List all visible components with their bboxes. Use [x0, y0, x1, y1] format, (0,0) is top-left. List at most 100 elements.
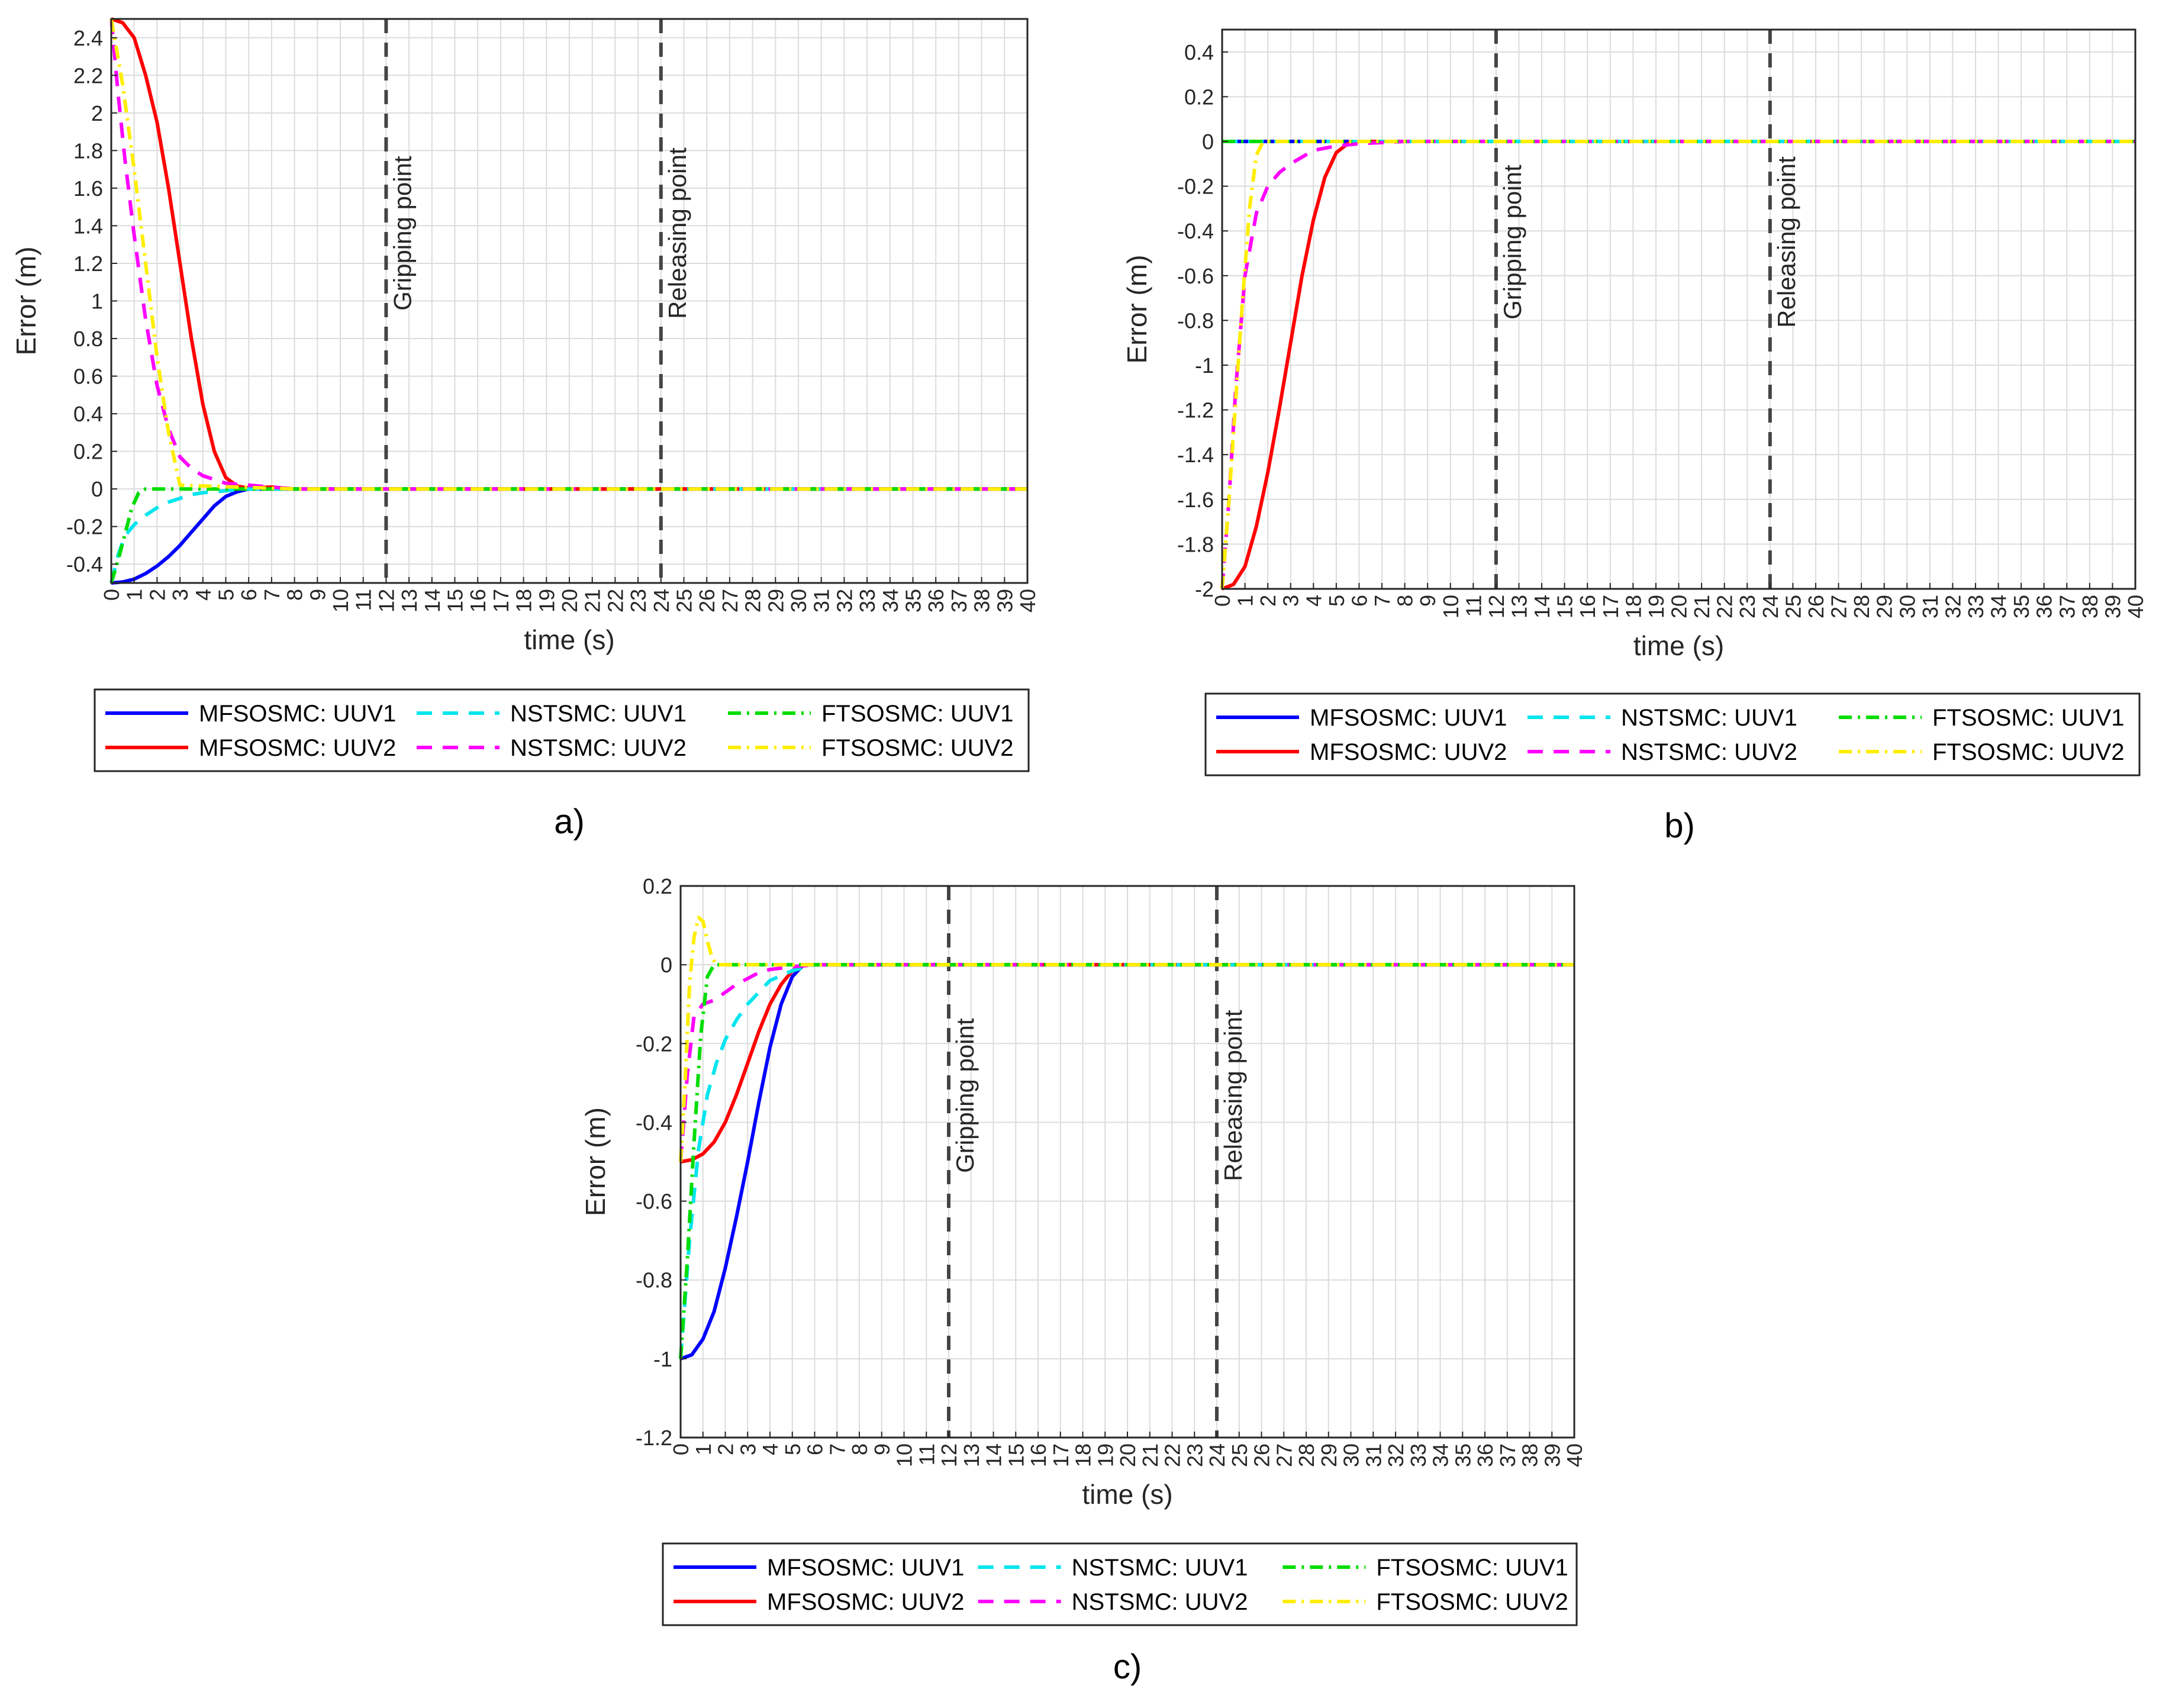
- x-tick-label: 0: [669, 1443, 693, 1455]
- y-tick-label: -1.4: [1177, 443, 1214, 467]
- x-tick-label: 1: [1233, 595, 1258, 607]
- x-tick-label: 33: [1406, 1443, 1430, 1467]
- x-tick-label: 7: [1370, 595, 1394, 607]
- tick-labels: 0123456789101112131415161718192021222324…: [636, 874, 1587, 1467]
- y-tick-label: 0.4: [73, 402, 103, 426]
- x-tick-label: 3: [168, 589, 192, 601]
- legend-entry: FTSOSMC: UUV1: [1932, 705, 2124, 731]
- x-tick-label: 34: [1429, 1443, 1453, 1467]
- x-tick-label: 0: [99, 589, 124, 601]
- x-tick-label: 12: [374, 589, 398, 613]
- event-label: Releasing point: [663, 147, 691, 319]
- x-tick-label: 40: [2123, 595, 2148, 618]
- x-tick-label: 34: [878, 589, 903, 613]
- legend-entry: MFSOSMC: UUV1: [767, 1555, 964, 1581]
- x-tick-label: 24: [1205, 1443, 1229, 1467]
- x-tick-label: 36: [2032, 595, 2057, 618]
- x-tick-label: 9: [870, 1443, 894, 1455]
- x-tick-label: 23: [626, 589, 650, 613]
- series-line-nstsmc-uuv1: [679, 963, 1574, 1359]
- y-tick-label: 0.6: [73, 365, 103, 389]
- legend-entry: NSTSMC: UUV1: [510, 701, 687, 727]
- y-tick-label: -0.8: [636, 1268, 672, 1293]
- x-tick-label: 20: [1116, 1443, 1140, 1467]
- x-tick-label: 8: [848, 1443, 872, 1455]
- y-tick-label: -2: [1195, 577, 1214, 601]
- x-tick-label: 31: [810, 589, 834, 613]
- x-tick-label: 32: [832, 589, 856, 613]
- x-tick-label: 18: [512, 589, 536, 613]
- y-tick-label: -0.2: [66, 515, 103, 539]
- x-tick-label: 31: [1918, 595, 1942, 618]
- x-tick-label: 23: [1182, 1443, 1207, 1467]
- y-tick-label: -0.2: [636, 1032, 672, 1056]
- x-tick-label: 19: [1644, 595, 1668, 618]
- x-tick-label: 35: [1451, 1443, 1475, 1467]
- x-tick-label: 27: [1827, 595, 1851, 618]
- legend-entry: FTSOSMC: UUV2: [1932, 739, 2124, 765]
- y-tick-label: -0.2: [1177, 175, 1214, 199]
- x-tick-label: 34: [1987, 595, 2011, 618]
- legend-entry: MFSOSMC: UUV2: [199, 735, 396, 761]
- x-tick-label: 14: [420, 589, 444, 613]
- x-tick-label: 14: [982, 1443, 1006, 1467]
- x-tick-label: 5: [781, 1443, 805, 1455]
- chart-panel-3: Gripping point Releasing point01234567891…: [580, 874, 1587, 1686]
- x-tick-label: 15: [1004, 1443, 1028, 1467]
- y-axis-label: Error (m): [1122, 255, 1152, 364]
- legend-entry: FTSOSMC: UUV1: [821, 701, 1013, 727]
- y-axis-label: Error (m): [11, 247, 41, 356]
- x-tick-label: 37: [1496, 1443, 1520, 1467]
- x-tick-label: 22: [1713, 595, 1737, 618]
- legend-entry: FTSOSMC: UUV2: [821, 735, 1013, 761]
- x-tick-label: 30: [1895, 595, 1919, 618]
- y-tick-label: 0.2: [1184, 85, 1214, 109]
- x-tick-label: 7: [260, 589, 284, 601]
- x-tick-label: 2: [1256, 595, 1280, 607]
- x-tick-label: 18: [1071, 1443, 1095, 1467]
- x-tick-label: 22: [1161, 1443, 1185, 1467]
- legend-entry: NSTSMC: UUV1: [1621, 705, 1797, 731]
- x-tick-label: 10: [892, 1443, 917, 1467]
- y-tick-label: -1: [1195, 353, 1214, 378]
- x-tick-label: 20: [1667, 595, 1691, 618]
- y-tick-label: 0: [91, 477, 103, 501]
- x-tick-label: 23: [1735, 595, 1760, 618]
- grid: [1222, 30, 2136, 589]
- x-tick-label: 20: [558, 589, 582, 613]
- x-tick-label: 38: [1518, 1443, 1542, 1467]
- x-tick-label: 8: [1393, 595, 1417, 607]
- x-tick-label: 7: [825, 1443, 849, 1455]
- x-tick-label: 30: [1339, 1443, 1364, 1467]
- x-tick-label: 38: [2078, 595, 2102, 618]
- y-tick-label: 1.8: [73, 138, 103, 163]
- y-tick-label: 2: [91, 101, 103, 125]
- x-tick-label: 37: [947, 589, 971, 613]
- y-tick-label: -0.6: [636, 1190, 672, 1214]
- legend-box: [662, 1542, 1578, 1626]
- x-tick-label: 26: [1804, 595, 1828, 618]
- x-tick-label: 10: [1439, 595, 1463, 618]
- x-tick-label: 15: [1553, 595, 1577, 618]
- x-tick-label: 25: [672, 589, 697, 613]
- y-tick-label: 0: [660, 953, 672, 977]
- legend-entry: FTSOSMC: UUV1: [1376, 1555, 1568, 1581]
- y-axis-label: Error (m): [580, 1107, 611, 1216]
- x-axis-label: time (s): [524, 624, 614, 655]
- x-tick-label: 17: [1599, 595, 1623, 618]
- y-tick-label: -0.4: [1177, 219, 1214, 243]
- x-tick-label: 8: [283, 589, 307, 601]
- x-tick-label: 36: [924, 589, 948, 613]
- x-tick-label: 39: [1540, 1443, 1564, 1467]
- y-tick-label: 0.8: [73, 327, 103, 351]
- y-tick-label: -1: [653, 1347, 672, 1371]
- x-tick-label: 17: [1049, 1443, 1073, 1467]
- x-tick-label: 29: [1317, 1443, 1341, 1467]
- x-tick-label: 16: [466, 589, 490, 613]
- x-axis-label: time (s): [1082, 1479, 1172, 1510]
- x-tick-label: 17: [489, 589, 513, 613]
- x-tick-label: 40: [1016, 589, 1040, 613]
- x-tick-label: 6: [1347, 595, 1371, 607]
- x-tick-label: 33: [1964, 595, 1988, 618]
- chart-panel-2: Gripping point Releasing point01234567891…: [1122, 28, 2148, 845]
